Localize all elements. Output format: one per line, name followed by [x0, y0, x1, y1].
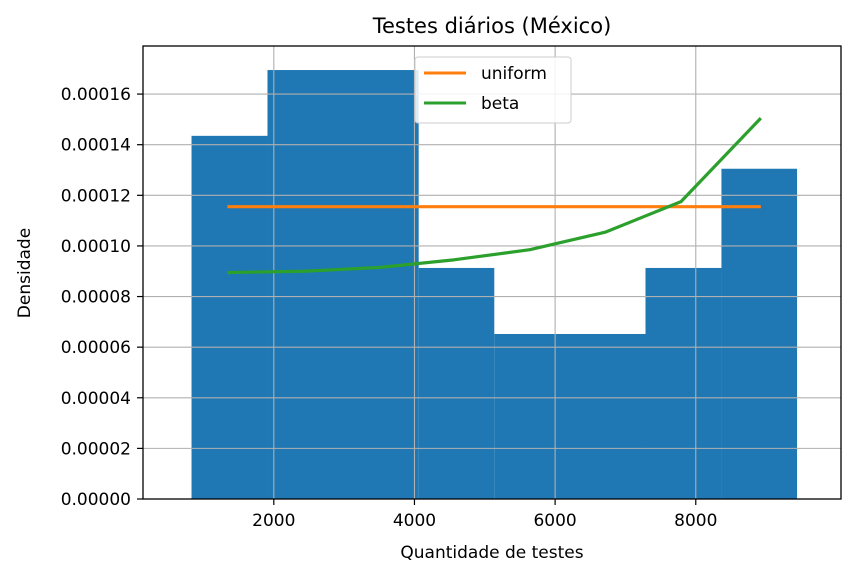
- y-tick-label-0: 0.00000: [61, 490, 131, 510]
- fitted-lines: [227, 117, 762, 275]
- histogram-bar-0: [191, 135, 268, 500]
- histogram-bar-1: [267, 70, 419, 499]
- y-tick-label-5: 0.00010: [61, 237, 131, 257]
- histogram-bar-4: [645, 267, 722, 499]
- histogram-bar-2: [418, 267, 495, 499]
- y-tick-label-8: 0.00016: [61, 85, 131, 105]
- x-tick-label-0: 2000: [252, 511, 295, 531]
- chart-title: Testes diários (México): [372, 14, 612, 38]
- legend-label-beta: beta: [481, 94, 519, 114]
- y-tick-label-6: 0.00012: [61, 186, 131, 206]
- legend: uniform beta: [414, 56, 572, 124]
- legend-label-uniform: uniform: [481, 64, 547, 84]
- y-tick-label-2: 0.00004: [61, 389, 131, 409]
- histogram-bars: [191, 70, 798, 500]
- y-tick-label-3: 0.00006: [61, 338, 131, 358]
- y-tick-label-1: 0.00002: [61, 439, 131, 459]
- series-line-beta: [227, 117, 762, 275]
- y-tick-label-4: 0.00008: [61, 288, 131, 308]
- axes-frame: [142, 45, 842, 500]
- axis-ticks: 2000 4000 6000 8000 0.00000 0.00002 0.00004 0.0…: [61, 85, 718, 531]
- histogram-bar-5: [721, 168, 798, 499]
- y-axis-label: Densidade: [15, 228, 35, 318]
- y-tick-label-7: 0.00014: [61, 136, 131, 156]
- x-tick-label-1: 4000: [393, 511, 436, 531]
- x-tick-label-3: 8000: [674, 511, 717, 531]
- x-axis-label: Quantidade de testes: [400, 543, 583, 563]
- x-tick-label-2: 6000: [533, 511, 576, 531]
- histogram-bar-3: [494, 333, 646, 499]
